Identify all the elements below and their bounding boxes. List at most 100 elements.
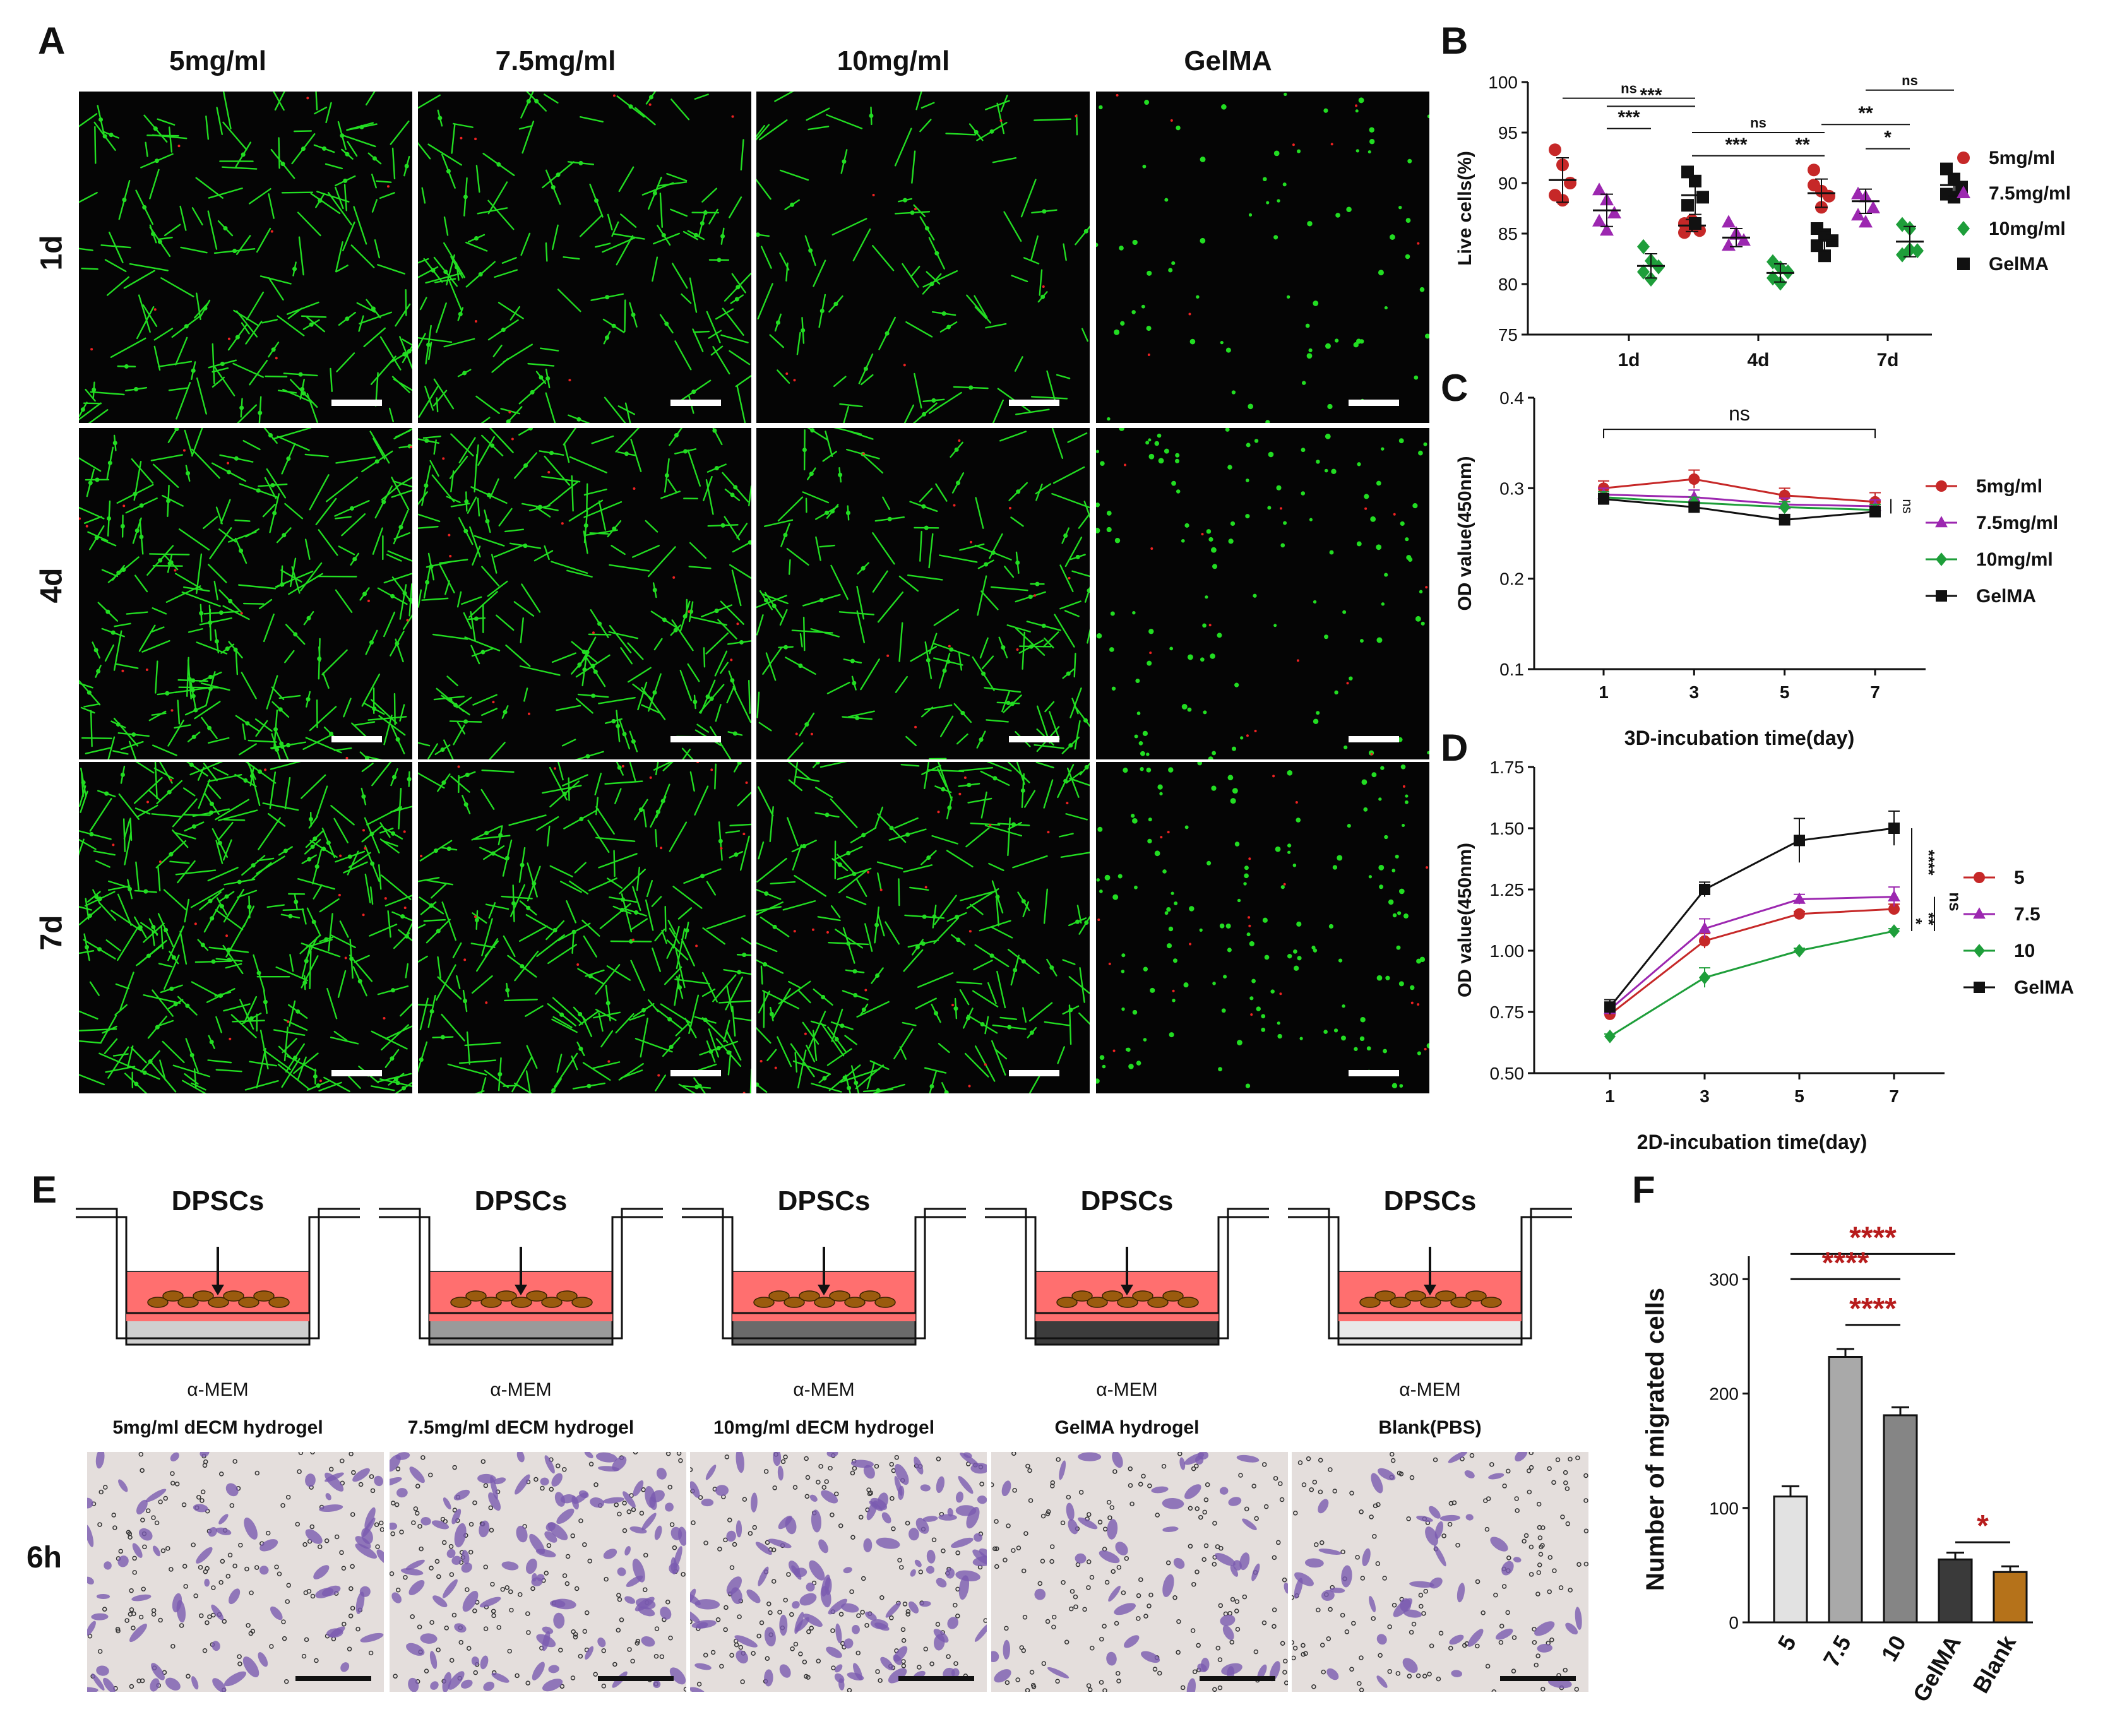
chart-f-x-tick-label: GelMA — [1907, 1631, 1966, 1706]
chart-b-point — [1689, 217, 1701, 230]
panel-label-e: E — [32, 1168, 57, 1211]
chart-d-legend-marker — [1974, 982, 1985, 993]
dpsc-cell — [253, 1290, 275, 1302]
outer-well-wall — [682, 1208, 966, 1340]
cells-illustration — [1096, 92, 1429, 423]
chart-c-x-label: 3D-incubation time(day) — [1624, 727, 1854, 749]
dpscs-label: DPSCs — [777, 1186, 871, 1216]
chart-d-sig-label: ** — [1919, 912, 1938, 925]
cells-illustration — [418, 762, 751, 1093]
dpsc-cell — [238, 1297, 259, 1308]
chart-f-y-tick-label: 0 — [1729, 1613, 1739, 1632]
chart-f-x-tick-label: 5 — [1772, 1631, 1801, 1655]
chart-b-point — [1600, 223, 1614, 236]
cells-illustration — [756, 762, 1090, 1093]
live-dead-image-1d-3 — [756, 92, 1090, 423]
transwell-diagram — [1288, 1208, 1572, 1346]
chart-d-point — [1794, 944, 1805, 958]
transwell-diagram — [76, 1208, 360, 1346]
dpsc-cell — [1420, 1297, 1441, 1308]
chart-b-sig-label: *** — [1725, 134, 1747, 155]
chart-b-y-label: Live cells(%) — [1455, 151, 1475, 266]
scale-bar — [1009, 400, 1059, 406]
chart-d-point — [1604, 1030, 1616, 1043]
stained-cells-illustration — [690, 1452, 987, 1692]
live-dead-image-7d-1 — [79, 762, 412, 1093]
chart-b-point — [1940, 162, 1953, 175]
chart-b-point — [1645, 271, 1657, 287]
scale-bar — [1349, 1070, 1399, 1076]
cells-illustration — [756, 428, 1090, 759]
chart-b-point — [1696, 191, 1709, 204]
scale-bar — [898, 1676, 974, 1681]
chart-d-sig-label: ns — [1946, 892, 1965, 911]
chart-b-legend-marker — [1957, 258, 1970, 270]
stain-image-1 — [87, 1452, 384, 1692]
medium-label: α-MEM — [1096, 1379, 1158, 1400]
chart-d-legend-label: GelMA — [2014, 977, 2074, 998]
chart-b-legend-label: GelMA — [1989, 254, 2049, 275]
transwell-diagram — [682, 1208, 966, 1346]
insert-condition-label: 10mg/ml dECM hydrogel — [713, 1417, 935, 1438]
chart-c-legend-label: 10mg/ml — [1976, 549, 2053, 570]
live-dead-image-4d-1 — [79, 428, 412, 759]
dpsc-cell — [814, 1297, 835, 1308]
chart-b-point — [1564, 177, 1576, 189]
dpsc-cell — [829, 1290, 850, 1302]
live-dead-image-1d-1 — [79, 92, 412, 423]
outer-well-wall — [379, 1208, 663, 1340]
stained-cells-illustration — [87, 1452, 384, 1692]
row-title-1d: 1d — [35, 235, 69, 271]
column-title-gelma: GelMA — [1184, 45, 1272, 76]
dpsc-cell — [1359, 1297, 1381, 1308]
chart-b-sig-label: *** — [1640, 85, 1662, 105]
chart-c-point — [1598, 493, 1609, 505]
chart-b-point — [1549, 143, 1561, 157]
chart-f-x-tick-label: 7.5 — [1818, 1631, 1856, 1672]
dpsc-cell — [1481, 1297, 1502, 1308]
chart-b-point — [1823, 189, 1835, 203]
chart-d-y-tick-label: 0.75 — [1490, 1002, 1525, 1022]
chart-c-y-label: OD value(450nm) — [1455, 456, 1475, 610]
dpsc-cell — [1071, 1290, 1093, 1302]
chart-b-sig-label: ** — [1858, 103, 1873, 124]
scale-bar — [331, 1070, 382, 1076]
transwell-diagram — [379, 1208, 663, 1346]
chart-d-x-label: 2D-incubation time(day) — [1637, 1131, 1867, 1153]
chart-f-x-tick-label: 10 — [1876, 1631, 1911, 1666]
migration-arrow-head — [515, 1285, 527, 1295]
chart-f-y-tick-label: 300 — [1709, 1269, 1739, 1289]
dpsc-cell — [1117, 1297, 1138, 1308]
chart-d-legend-label: 5 — [2014, 867, 2025, 888]
chart-b-point — [1592, 213, 1606, 227]
chart-b-point — [1607, 206, 1621, 218]
chart-f-y-tick-label: 100 — [1709, 1499, 1739, 1518]
chart-f-x-tick-label: Blank — [1967, 1631, 2021, 1697]
chart-b-y-tick-label: 90 — [1498, 174, 1518, 193]
scale-bar — [1200, 1676, 1275, 1681]
chart-c-point — [1688, 501, 1700, 513]
dpsc-cell — [465, 1290, 487, 1302]
chart-b-point — [1767, 254, 1779, 270]
chart-b-point — [1808, 179, 1820, 192]
row-title-4d: 4d — [35, 568, 69, 603]
chart-d-point — [1699, 935, 1710, 947]
chart-b-point — [1948, 191, 1960, 204]
cells-illustration — [418, 92, 751, 423]
chart-b-point — [1808, 163, 1820, 177]
stain-image-5 — [1292, 1452, 1588, 1692]
live-dead-image-7d-3 — [756, 762, 1090, 1093]
dpsc-cell — [1102, 1290, 1123, 1302]
chart-c-sig-label: ns — [1729, 402, 1750, 425]
chart-c-legend-label: GelMA — [1976, 586, 2036, 607]
chart-c-y-tick-label: 0.4 — [1499, 388, 1524, 408]
dpsc-cell — [162, 1290, 184, 1302]
chart-b-point — [1637, 264, 1650, 280]
chart-b-x-tick-label: 1d — [1618, 350, 1640, 371]
medium-label: α-MEM — [490, 1379, 552, 1400]
cells-illustration — [1096, 762, 1429, 1089]
chart-d-legend-marker — [1973, 907, 1986, 919]
medium-label: α-MEM — [187, 1379, 249, 1400]
chart-f-bar — [1828, 1356, 1863, 1624]
